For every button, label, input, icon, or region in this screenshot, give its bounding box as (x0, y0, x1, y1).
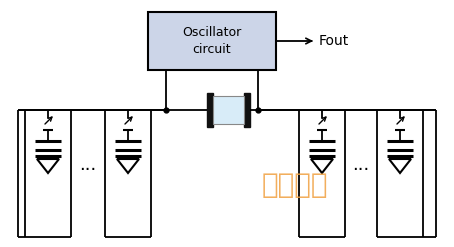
Text: Fout: Fout (319, 34, 349, 48)
Bar (207, 93, 213, 127)
Text: Oscillator: Oscillator (183, 26, 242, 40)
Text: circuit: circuit (192, 42, 231, 56)
Bar (148, 12, 276, 70)
Bar (213, 96, 244, 124)
Text: 统一电子: 统一电子 (262, 171, 328, 199)
Text: ...: ... (79, 156, 97, 174)
Bar (244, 93, 250, 127)
Text: ...: ... (352, 156, 370, 174)
